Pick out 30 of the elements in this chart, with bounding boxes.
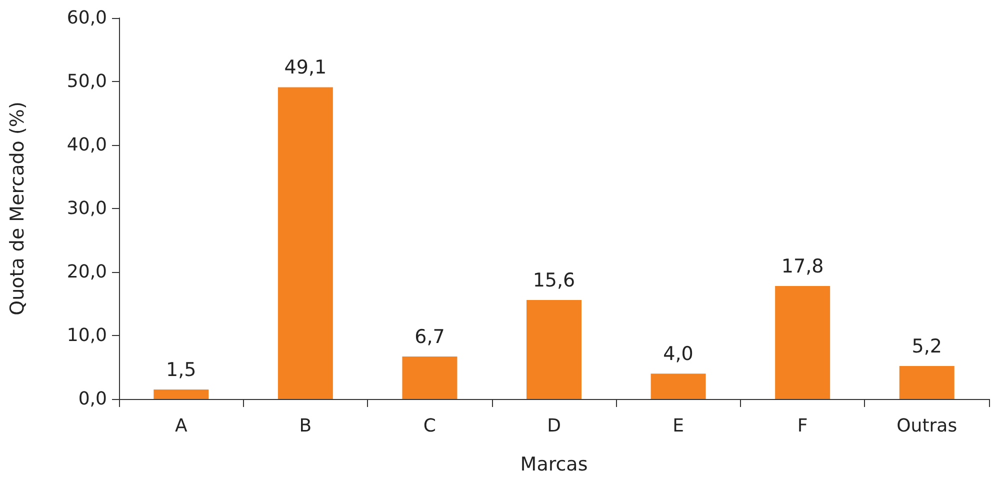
bar (278, 87, 333, 399)
data-label: 17,8 (781, 255, 824, 278)
y-tick-label: 10,0 (66, 325, 107, 346)
y-axis-title: Quota de Mercado (%) (6, 102, 28, 316)
y-tick-label: 40,0 (66, 134, 107, 156)
data-label: 49,1 (284, 56, 327, 79)
x-tick-label: Outras (896, 416, 958, 436)
x-tick-label: D (547, 416, 561, 436)
x-tick-label: C (423, 416, 436, 436)
data-label: 1,5 (166, 358, 196, 381)
x-tick-label: E (672, 416, 684, 436)
x-tick-label: A (174, 416, 188, 436)
data-label: 15,6 (532, 269, 576, 292)
bar (899, 366, 954, 399)
x-tick-label: B (299, 416, 312, 436)
y-tick-label: 60,0 (66, 8, 107, 28)
bar (775, 286, 830, 399)
x-axis-title: Marcas (520, 454, 588, 476)
bar (402, 356, 458, 399)
data-label: 4,0 (663, 343, 694, 366)
data-label: 6,7 (414, 326, 445, 348)
data-label: 5,2 (912, 335, 942, 358)
bar (526, 300, 582, 399)
y-tick-label: 20,0 (66, 262, 107, 282)
bar (650, 374, 706, 399)
y-tick-label: 30,0 (66, 198, 107, 219)
x-tick-label: F (797, 416, 808, 436)
bar (154, 389, 209, 399)
y-tick-label: 0,0 (78, 388, 107, 410)
y-tick-label: 50,0 (66, 71, 107, 92)
